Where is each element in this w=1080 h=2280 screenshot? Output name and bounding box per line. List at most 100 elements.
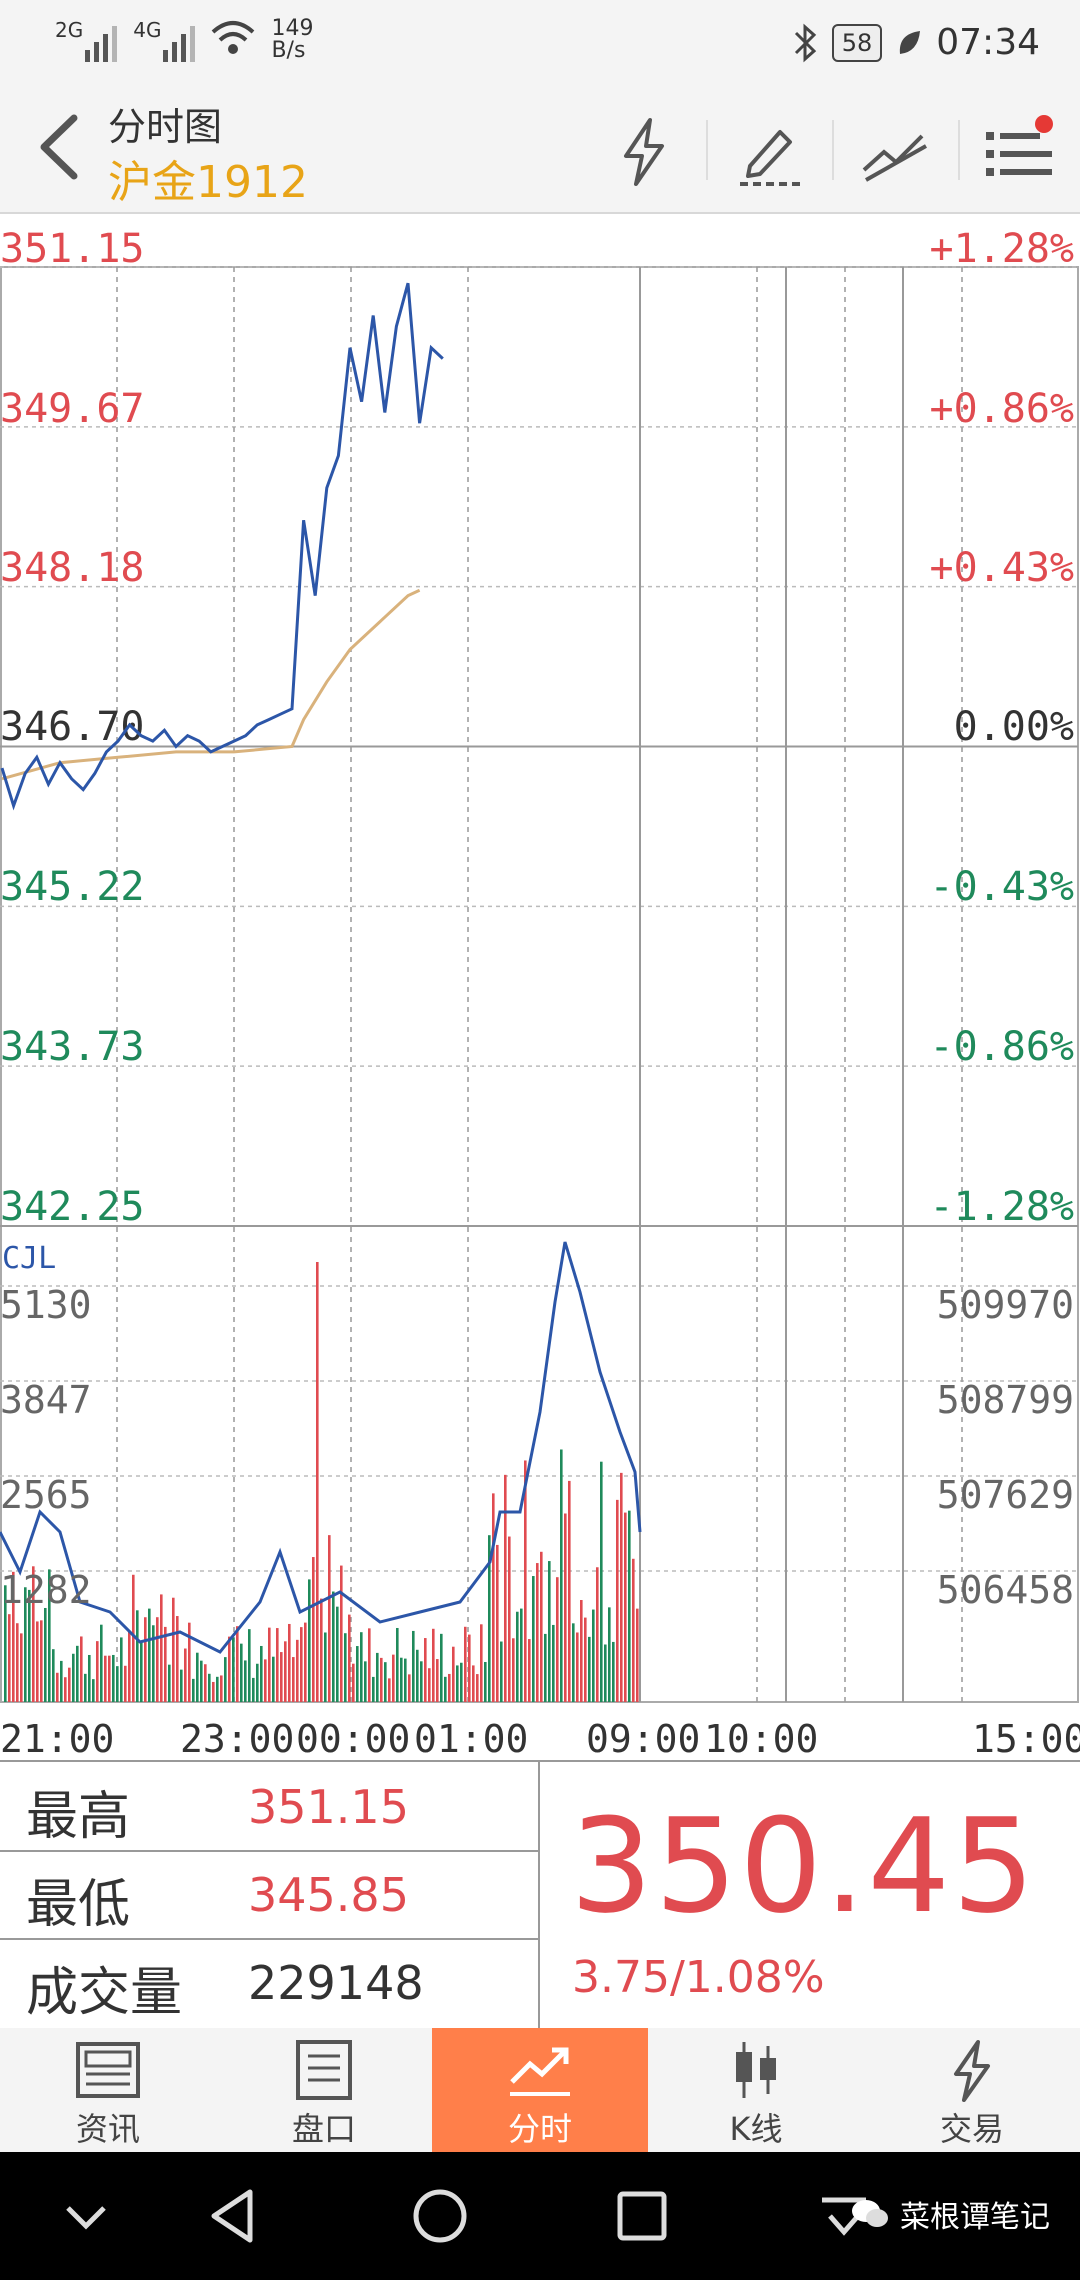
home-nav-icon[interactable] [404,2180,476,2252]
time-tick-label: 00:00 [296,1717,410,1761]
volume-bar [92,1679,95,1702]
bottom-tab-bar: 资讯 盘口 分时 K线 交易 [0,2028,1080,2152]
volume-bar [576,1632,579,1702]
volume-bar [476,1674,479,1702]
oi-tick-label: 507629 [937,1473,1074,1517]
lightning-icon[interactable] [604,112,684,192]
volume-bar [88,1654,91,1702]
watermark: 菜根谭笔记 [850,2192,1050,2236]
volume-bar [220,1675,223,1702]
volume-bar [552,1624,555,1702]
price-change: 3.75/1.08% [572,1952,825,2003]
tab-orderbook[interactable]: 盘口 [216,2028,432,2152]
price-tick-label: 346.70 [0,704,145,750]
volume-bar [624,1512,627,1702]
price-tick-label: 342.25 [0,1184,145,1230]
volume-bar [604,1644,607,1702]
volume-bar [304,1622,307,1702]
time-tick-label: 09:00 [586,1717,700,1761]
volume-bar [636,1608,639,1702]
volume-bar [376,1652,379,1702]
volume-bar [564,1513,567,1702]
oi-tick-label: 509970 [937,1283,1074,1327]
net-speed-unit: B/s [271,38,306,63]
volume-bar [324,1632,327,1702]
volume-bar [396,1627,399,1702]
volume-bar [32,1566,35,1702]
volume-bar [84,1673,87,1702]
low-row: 最低 345.85 [0,1850,538,1940]
clock: 07:34 [936,22,1040,63]
volume-bar [216,1676,219,1702]
volume-bar [108,1655,111,1702]
recents-nav-icon[interactable] [606,2180,678,2252]
back-arrow-icon[interactable] [30,112,90,182]
chart-grid [0,266,1079,1703]
volume-bar [180,1669,183,1702]
volume-bar [144,1617,147,1702]
volume-bar [512,1638,515,1702]
time-tick-label: 10:00 [704,1717,818,1761]
high-value: 351.15 [248,1780,409,1834]
volume-bar [176,1616,179,1702]
indicator-lines-icon[interactable] [856,112,936,192]
battery-indicator: 58 [831,23,883,62]
percent-tick-label: -1.28% [930,1184,1075,1230]
lightning-icon [954,2040,990,2102]
volume-panel-label: CJL [2,1241,56,1276]
volume-bar [240,1643,243,1702]
watermark-text: 菜根谭笔记 [900,2200,1050,2235]
volume-bar [404,1658,407,1702]
volume-bar [260,1645,263,1702]
volume-bar [280,1652,283,1702]
volume-bar [452,1646,455,1702]
volume-bar [520,1608,523,1702]
volume-bar [48,1569,51,1702]
last-price: 350.45 [570,1790,1037,1942]
low-label: 最低 [26,1875,131,1935]
intraday-chart[interactable]: 351.15 349.67 348.18 346.70 345.22 343.7… [0,212,1080,1772]
volume-bar [472,1665,475,1702]
volume-tick-label: 5130 [0,1283,92,1327]
volume-bar [292,1657,295,1702]
volume-bar [160,1594,163,1702]
volume-labels: CJL 5130 3847 2565 1282 [0,1241,92,1612]
volume-bar [368,1628,371,1702]
volume-bar [104,1655,107,1702]
volume-bar [264,1659,267,1702]
volume-bar [612,1641,615,1702]
volume-bar [488,1535,491,1702]
volume-bar [252,1677,255,1702]
volume-bar [188,1622,191,1702]
menu-list-icon[interactable] [978,112,1058,192]
tab-trade[interactable]: 交易 [864,2028,1080,2152]
back-nav-icon[interactable] [200,2180,272,2252]
volume-bar [416,1649,419,1702]
tab-news[interactable]: 资讯 [0,2028,216,2152]
time-tick-label: 15:00 [972,1717,1080,1761]
volume-bar [236,1626,239,1702]
chevron-down-icon[interactable] [50,2180,122,2252]
volume-bar [480,1624,483,1702]
tab-kline[interactable]: K线 [648,2028,864,2152]
percent-tick-label: -0.86% [930,1024,1075,1070]
volume-bar [300,1627,303,1702]
price-tick-label: 351.15 [0,226,145,272]
volume-tick-label: 1282 [0,1568,92,1612]
network-label-2: 4G [133,18,162,42]
time-axis-labels: 21:00 23:00 00:00 01:00 09:00 10:00 15:0… [0,1717,1080,1761]
volume-bar [424,1638,427,1702]
open-interest-line [0,1241,642,1654]
open-interest-labels: 509970 508799 507629 506458 [937,1283,1074,1612]
volume-bar [608,1607,611,1702]
notification-drawer-icon[interactable] [808,2180,880,2252]
volume-bar [344,1633,347,1702]
trend-icon [510,2047,570,2096]
volume-bar [456,1665,459,1702]
news-icon [76,2042,140,2098]
system-nav-bar: 菜根谭笔记 [0,2152,1080,2280]
volume-bar [248,1629,251,1702]
draw-pen-icon[interactable] [730,112,810,192]
tab-intraday[interactable]: 分时 [432,2028,648,2152]
volume-bar [284,1641,287,1702]
